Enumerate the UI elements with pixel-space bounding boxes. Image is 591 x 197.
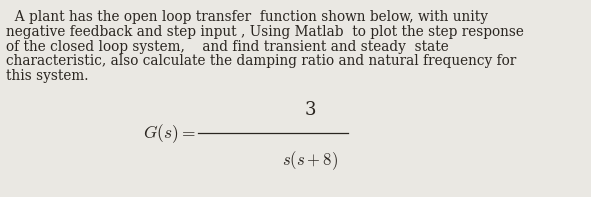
Text: $G(s) =$: $G(s) =$ <box>143 123 196 145</box>
Text: this system.: this system. <box>6 69 89 83</box>
Text: A plant has the open loop transfer  function shown below, with unity: A plant has the open loop transfer funct… <box>6 10 488 24</box>
Text: characteristic, also calculate the damping ratio and natural frequency for: characteristic, also calculate the dampi… <box>6 54 517 68</box>
Text: of the closed loop system,    and find transient and steady  state: of the closed loop system, and find tran… <box>6 40 449 54</box>
Text: $s(s+8)$: $s(s+8)$ <box>282 149 338 172</box>
Text: negative feedback and step input , Using Matlab  to plot the step response: negative feedback and step input , Using… <box>6 25 524 39</box>
Text: 3: 3 <box>304 101 316 119</box>
